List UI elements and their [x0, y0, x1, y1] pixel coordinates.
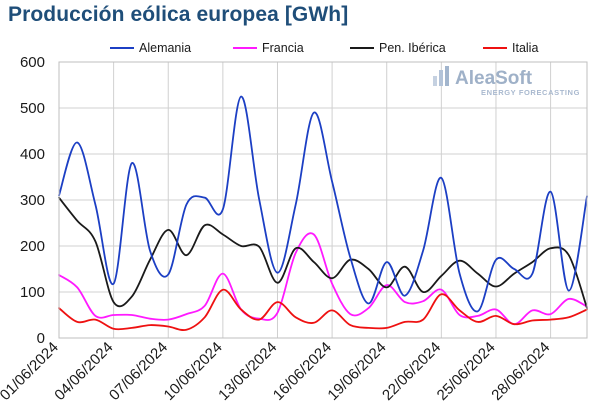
y-tick-label-300: 300 [20, 192, 45, 209]
x-tick-label-22-06-2024: 22/06/2024 [379, 339, 444, 404]
x-tick-label-10-06-2024: 10/06/2024 [161, 339, 226, 404]
logo-tagline: ENERGY FORECASTING [481, 88, 580, 97]
y-tick-label-400: 400 [20, 146, 45, 163]
x-tick-label-13-06-2024: 13/06/2024 [215, 339, 280, 404]
legend: Alemania Francia Pen. Ibérica Italia [110, 41, 538, 55]
legend-label-italia: Italia [512, 41, 538, 55]
x-tick-label-04-06-2024: 04/06/2024 [51, 339, 116, 404]
series-line-pen-ib-rica [58, 196, 588, 309]
y-tick-label-100: 100 [20, 284, 45, 301]
plot-area-border [58, 61, 588, 339]
y-tick-label-200: 200 [20, 238, 45, 255]
data-series [58, 95, 588, 331]
chart-title: Producción eólica europea [GWh] [8, 3, 349, 26]
aleasoft-logo: AleaSoft ENERGY FORECASTING [433, 66, 580, 97]
grid-lines [58, 61, 587, 339]
x-tick-label-16-06-2024: 16/06/2024 [270, 339, 335, 404]
legend-label-francia: Francia [262, 41, 304, 55]
x-tick-label-07-06-2024: 07/06/2024 [106, 339, 171, 404]
x-tick-label-28-06-2024: 28/06/2024 [488, 339, 553, 404]
axes: 010020030040050060001/06/202404/06/20240… [0, 54, 588, 404]
x-tick-label-19-06-2024: 19/06/2024 [324, 339, 389, 404]
series-line-francia [58, 232, 588, 326]
logo-name: AleaSoft [455, 68, 533, 89]
y-tick-label-0: 0 [37, 330, 45, 347]
legend-label-alemania: Alemania [139, 41, 191, 55]
aleasoft-logo-icon [433, 66, 449, 86]
y-tick-label-500: 500 [20, 100, 45, 117]
x-tick-label-25-06-2024: 25/06/2024 [434, 339, 499, 404]
series-line-alemania [58, 95, 588, 313]
y-tick-label-600: 600 [20, 54, 45, 71]
series-line-italia [58, 288, 588, 331]
legend-label-pen-ib-rica: Pen. Ibérica [379, 41, 446, 55]
